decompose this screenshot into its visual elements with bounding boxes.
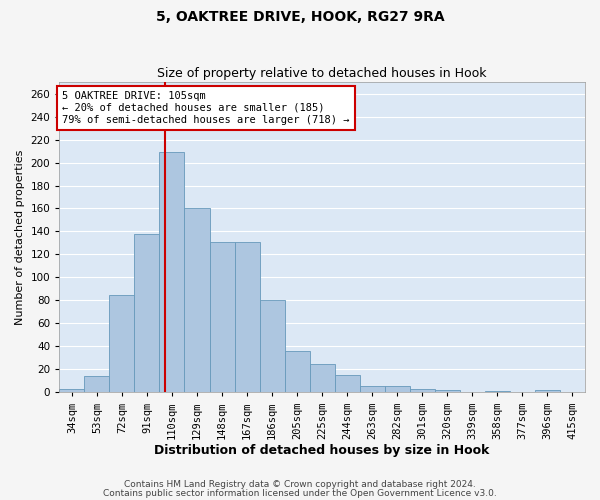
X-axis label: Distribution of detached houses by size in Hook: Distribution of detached houses by size … (154, 444, 490, 458)
Bar (109, 294, 134, 392)
Title: Size of property relative to detached houses in Hook: Size of property relative to detached ho… (157, 66, 487, 80)
Text: 5, OAKTREE DRIVE, HOOK, RG27 9RA: 5, OAKTREE DRIVE, HOOK, RG27 9RA (155, 10, 445, 24)
Bar (59, 389, 85, 392)
Bar (85, 376, 109, 392)
Text: Contains public sector information licensed under the Open Government Licence v3: Contains public sector information licen… (103, 489, 497, 498)
Bar (435, 390, 460, 392)
Bar (209, 242, 235, 392)
Bar (184, 208, 209, 392)
Y-axis label: Number of detached properties: Number of detached properties (15, 150, 25, 325)
Bar (360, 386, 385, 392)
Bar (535, 390, 560, 392)
Bar (134, 234, 160, 392)
Bar (385, 386, 410, 392)
Bar (260, 300, 284, 392)
Bar (284, 351, 310, 393)
Bar (410, 389, 435, 392)
Bar (310, 364, 335, 392)
Bar (160, 152, 184, 392)
Bar (335, 375, 360, 392)
Bar (235, 242, 260, 392)
Text: 5 OAKTREE DRIVE: 105sqm
← 20% of detached houses are smaller (185)
79% of semi-d: 5 OAKTREE DRIVE: 105sqm ← 20% of detache… (62, 92, 349, 124)
Text: Contains HM Land Registry data © Crown copyright and database right 2024.: Contains HM Land Registry data © Crown c… (124, 480, 476, 489)
